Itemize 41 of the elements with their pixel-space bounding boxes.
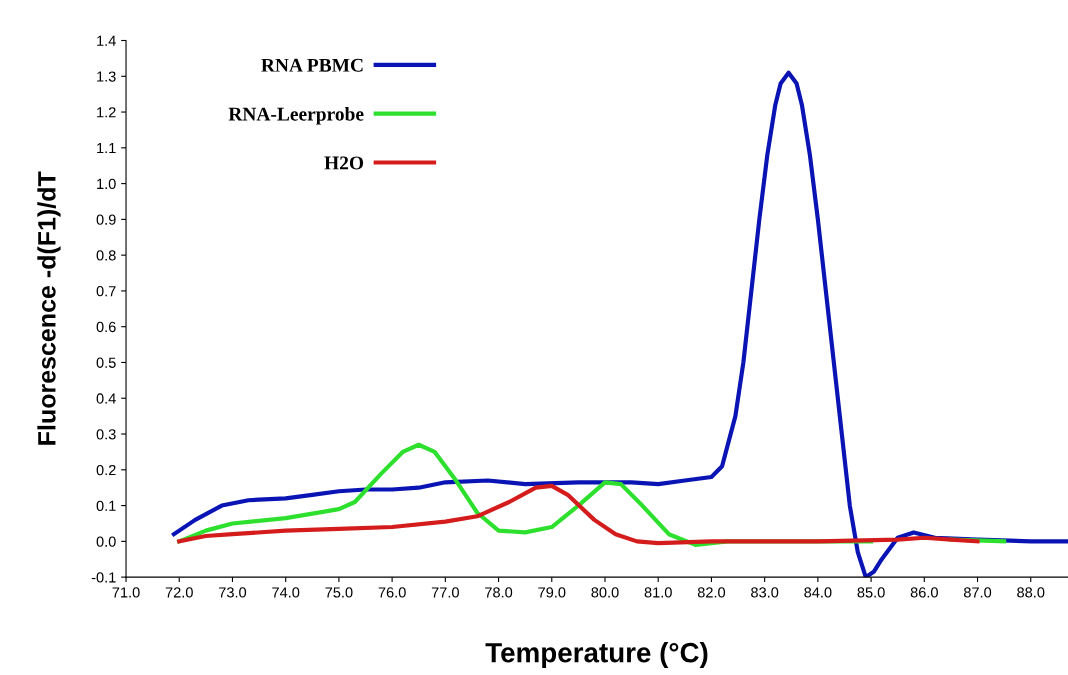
x-tick-label: 80.0 [591,587,619,598]
x-tick-label: 77.0 [431,587,459,598]
x-tick-label: 87.0 [963,587,992,598]
x-tick-label: 81.0 [644,587,672,598]
y-tick-label: 1.2 [97,107,116,118]
y-tick-label: 0.1 [96,500,116,511]
x-tick-label: 83.0 [751,587,779,598]
y-tick-label: 0.4 [96,393,116,404]
legend-label: RNA PBMC [261,58,363,72]
y-tick-label: 0.5 [96,357,116,368]
x-tick-label: 88.0 [1017,587,1045,598]
x-tick-label: 79.0 [538,587,566,598]
x-tick-label: 76.0 [378,587,406,598]
y-tick-label: 1.0 [97,178,116,190]
line-series [177,483,980,546]
x-tick-label: 73.0 [219,587,247,598]
y-tick-label: -0.1 [91,572,116,583]
x-axis-title: Temperature (°C) [485,642,708,668]
x-tick-label: 86.0 [910,587,938,598]
y-tick-label: 0.9 [96,214,116,225]
x-tick-label: 74.0 [272,587,300,598]
x-tick-label: 78.0 [485,587,513,598]
y-tick-label: 0.3 [96,429,116,440]
x-tick-label: 82.0 [697,587,726,598]
y-tick-label: 0.0 [96,536,116,547]
legend-label: H2O [324,156,364,170]
y-axis-title: Fluorescence -d(F1)/dT [37,171,61,445]
x-tick-label: 85.0 [857,587,885,598]
y-tick-label: 0.8 [96,250,116,261]
x-tick-label: 84.0 [804,587,832,598]
x-tick-label: 71.0 [112,587,140,598]
y-tick-label: 0.2 [96,464,116,476]
y-tick-label: 1.1 [97,143,116,154]
line-series [171,70,1068,578]
y-tick-label: 1.4 [97,35,116,46]
x-tick-label: 75.0 [325,587,353,598]
legend-label: RNA-Leerprobe [228,106,364,125]
x-tick-label: 72.0 [165,587,193,598]
y-tick-label: 0.7 [96,286,116,297]
y-tick-label: 0.6 [96,321,116,333]
y-tick-label: 1.3 [97,71,116,82]
